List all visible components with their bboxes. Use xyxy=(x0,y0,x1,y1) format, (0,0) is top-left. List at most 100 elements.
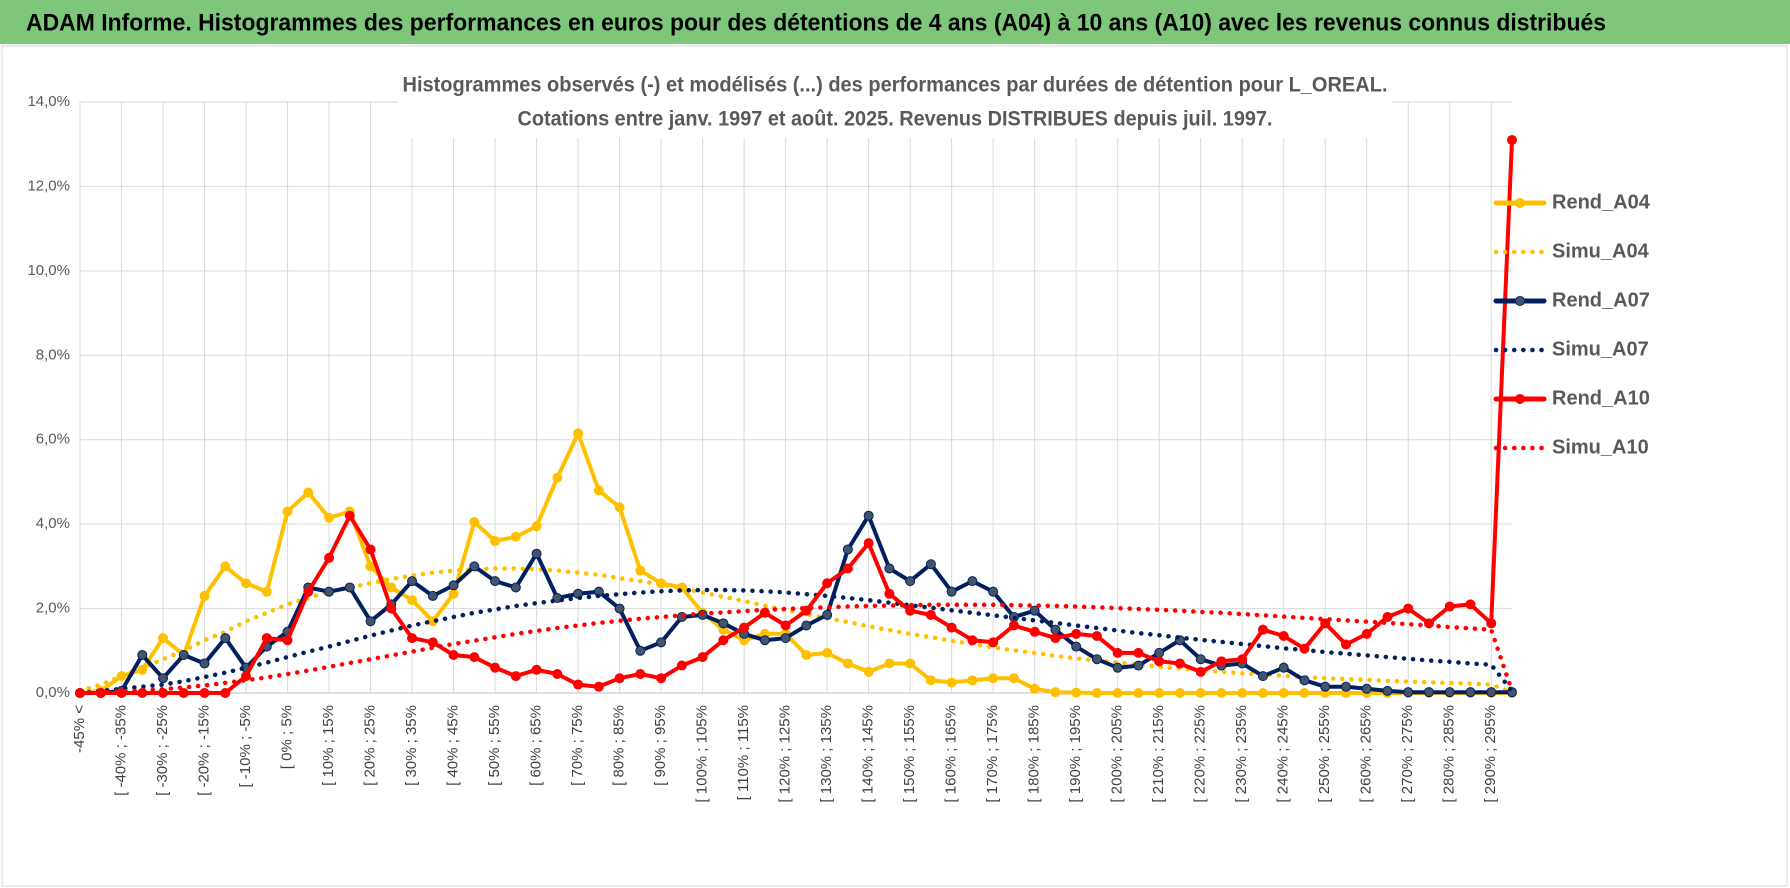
x-tick-label: [ 250% ; 255% xyxy=(1316,705,1333,803)
data-point xyxy=(1154,647,1165,658)
legend-marker xyxy=(1515,394,1525,404)
data-point xyxy=(801,620,812,631)
data-point xyxy=(1320,681,1331,692)
data-point xyxy=(531,548,542,559)
x-tick-label: [ 240% ; 245% xyxy=(1275,705,1292,803)
data-point xyxy=(967,576,978,587)
data-point xyxy=(967,635,978,646)
data-point xyxy=(573,679,584,690)
data-point xyxy=(842,563,853,574)
data-point xyxy=(905,576,916,587)
data-point xyxy=(344,510,355,521)
data-point xyxy=(220,633,231,644)
data-point xyxy=(1050,624,1061,635)
header-bar xyxy=(0,0,1790,44)
data-point xyxy=(324,512,335,523)
data-point xyxy=(448,580,459,591)
series-line xyxy=(77,602,1515,696)
data-point xyxy=(1340,639,1351,650)
data-point xyxy=(324,552,335,563)
data-point xyxy=(407,633,418,644)
chart-title: Histogrammes observés (-) et modélisés (… xyxy=(403,74,1388,97)
data-point xyxy=(925,675,936,686)
data-point xyxy=(946,586,957,597)
x-tick-label: [ 220% ; 225% xyxy=(1192,705,1209,803)
data-point xyxy=(1486,687,1497,698)
data-point xyxy=(241,671,252,682)
data-point xyxy=(158,633,169,644)
data-point xyxy=(1361,628,1372,639)
data-point xyxy=(469,652,480,663)
data-point xyxy=(199,688,210,698)
data-point xyxy=(137,650,148,661)
data-point xyxy=(1050,633,1061,644)
data-point xyxy=(1444,601,1455,612)
data-point xyxy=(988,673,999,684)
title-bg xyxy=(398,66,1392,138)
data-point xyxy=(1340,681,1351,692)
data-point xyxy=(552,472,563,483)
x-tick-label: [ -40% ; -35% xyxy=(112,705,129,796)
data-point xyxy=(261,633,272,644)
data-point xyxy=(1008,620,1019,631)
data-point xyxy=(365,616,376,627)
data-point xyxy=(593,485,604,496)
legend-label: Rend_A04 xyxy=(1552,191,1651,213)
data-point xyxy=(967,675,978,686)
series-line xyxy=(77,587,1515,696)
x-tick-label: [ 190% ; 195% xyxy=(1067,705,1084,803)
data-point xyxy=(1091,654,1102,665)
data-point xyxy=(1029,683,1040,694)
data-point xyxy=(946,622,957,633)
x-tick-label: [ 10% ; 15% xyxy=(320,705,337,786)
data-point xyxy=(1465,599,1476,610)
data-point xyxy=(1195,666,1206,677)
data-point xyxy=(1507,134,1517,145)
data-point xyxy=(1174,688,1185,698)
data-point xyxy=(1071,628,1082,639)
y-tick-label: 12,0% xyxy=(27,177,70,194)
data-point xyxy=(822,647,833,658)
x-tick-label: [ 160% ; 165% xyxy=(943,705,960,803)
data-point xyxy=(1091,631,1102,642)
data-point xyxy=(1444,687,1455,698)
data-point xyxy=(1133,688,1144,698)
data-point xyxy=(718,635,729,646)
data-point xyxy=(925,609,936,620)
data-point xyxy=(1278,688,1289,698)
data-point xyxy=(241,578,252,589)
y-tick-label: 6,0% xyxy=(36,431,70,448)
x-tick-label: [ 210% ; 215% xyxy=(1150,705,1167,803)
data-point xyxy=(635,645,646,656)
data-point xyxy=(552,669,563,680)
data-point xyxy=(199,590,210,601)
data-point xyxy=(1154,688,1165,698)
data-point xyxy=(365,544,376,555)
data-point xyxy=(884,658,895,669)
data-point xyxy=(427,590,438,601)
data-point xyxy=(656,673,667,684)
data-point xyxy=(469,517,480,528)
data-point xyxy=(593,681,604,692)
y-tick-label: 0,0% xyxy=(36,684,70,701)
data-point xyxy=(573,428,584,439)
data-point xyxy=(1029,605,1040,616)
x-tick-label: [ -30% ; -25% xyxy=(154,705,171,796)
data-point xyxy=(635,565,646,576)
data-point xyxy=(1154,656,1165,667)
x-tick-label: [ 260% ; 265% xyxy=(1358,705,1375,803)
data-point xyxy=(863,510,874,521)
data-point xyxy=(303,487,314,498)
data-point xyxy=(718,618,729,629)
data-point xyxy=(1112,688,1123,698)
legend-label: Simu_A07 xyxy=(1552,338,1649,360)
header-title: ADAM Informe. Histogrammes des performan… xyxy=(26,9,1606,36)
data-point xyxy=(1486,618,1497,629)
data-point xyxy=(282,506,293,517)
data-point xyxy=(282,635,293,646)
x-tick-label: [ 100% ; 105% xyxy=(694,705,711,803)
y-tick-label: 4,0% xyxy=(36,515,70,532)
legend-label: Rend_A10 xyxy=(1552,387,1650,409)
data-point xyxy=(1050,687,1061,698)
data-point xyxy=(386,603,397,614)
